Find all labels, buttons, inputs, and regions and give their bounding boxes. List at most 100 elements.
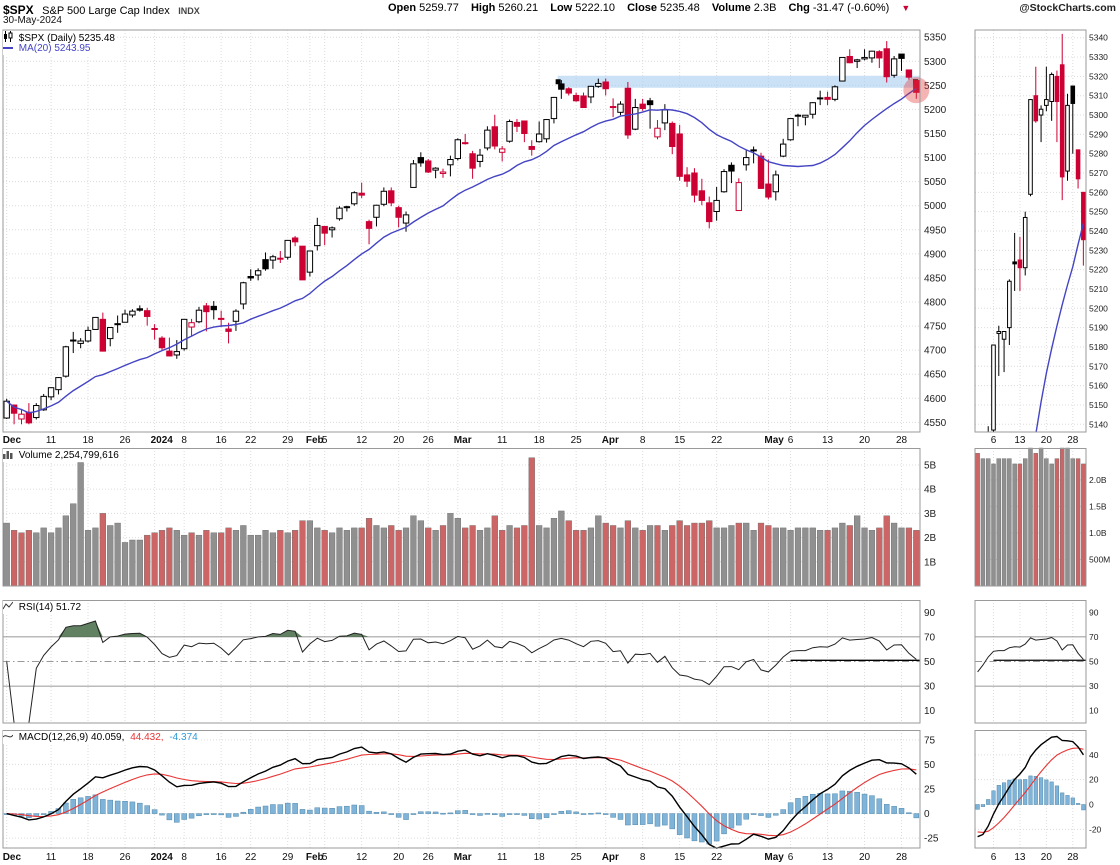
svg-text:5250: 5250 xyxy=(924,81,947,92)
svg-text:4750: 4750 xyxy=(924,322,947,333)
svg-text:20: 20 xyxy=(1041,435,1053,446)
svg-text:Feb: Feb xyxy=(306,435,324,446)
svg-text:Mar: Mar xyxy=(454,435,472,446)
rsi-overbought-fill xyxy=(3,621,920,637)
volume-legend-label: Volume 2,254,799,616 xyxy=(18,450,119,461)
svg-text:25: 25 xyxy=(571,852,583,863)
quote-open: Open 5259.77 xyxy=(388,2,459,14)
svg-text:13: 13 xyxy=(1014,852,1026,863)
price-legend: $SPX (Daily) 5235.48 xyxy=(3,31,117,45)
svg-text:22: 22 xyxy=(711,852,723,863)
svg-text:11: 11 xyxy=(497,852,508,863)
quote-low: Low 5222.10 xyxy=(550,2,615,14)
svg-text:5290: 5290 xyxy=(1089,129,1108,139)
svg-text:5B: 5B xyxy=(924,460,937,471)
rsi-panel-svg: 90 90 70 70 50 50 30 30 10 10 xyxy=(2,600,1099,724)
svg-text:5170: 5170 xyxy=(1089,361,1108,371)
svg-text:5: 5 xyxy=(322,435,328,446)
volume-legend: Volume 2,254,799,616 xyxy=(3,449,121,462)
down-arrow-icon: ▼ xyxy=(901,3,911,13)
price-legend-label: $SPX (Daily) 5235.48 xyxy=(18,33,115,44)
quote-change: Chg -31.47 (-0.60%) xyxy=(788,2,890,14)
macd-hist-value: -4.374 xyxy=(169,732,198,743)
volume-panel-svg: 5B 4B 3B 2B 1B 2.0B 1.5B 1.0B 500M xyxy=(2,447,1110,587)
svg-text:18: 18 xyxy=(534,435,546,446)
svg-text:4850: 4850 xyxy=(924,273,947,284)
volume-bars-icon xyxy=(3,449,13,462)
svg-text:6: 6 xyxy=(788,435,794,446)
svg-text:5190: 5190 xyxy=(1089,323,1108,333)
svg-text:5160: 5160 xyxy=(1089,381,1108,391)
svg-text:22: 22 xyxy=(245,852,257,863)
rsi-legend-label: RSI(14) 51.72 xyxy=(18,602,82,613)
rsi-zigzag-icon xyxy=(2,601,14,614)
quote-summary: Open 5259.77 High 5260.21 Low 5222.10 Close… xyxy=(388,2,910,14)
macd-signal-line xyxy=(6,752,917,837)
svg-text:26: 26 xyxy=(119,852,131,863)
svg-text:40: 40 xyxy=(1089,750,1099,760)
svg-text:25: 25 xyxy=(571,435,583,446)
svg-text:2024: 2024 xyxy=(151,852,174,863)
svg-text:Apr: Apr xyxy=(602,435,619,446)
svg-text:1B: 1B xyxy=(924,557,937,568)
ma-line-icon xyxy=(3,44,13,55)
svg-text:5200: 5200 xyxy=(1089,303,1108,313)
ma-legend-label: MA(20) 5243.95 xyxy=(18,43,91,54)
macd-line xyxy=(6,746,917,849)
chart-date: 30-May-2024 xyxy=(3,15,62,26)
svg-text:2.0B: 2.0B xyxy=(1089,475,1107,485)
macd-value: MACD(12,26,9) 40.059, xyxy=(18,732,125,743)
svg-text:1.5B: 1.5B xyxy=(1089,501,1107,511)
svg-text:16: 16 xyxy=(216,852,228,863)
svg-text:5: 5 xyxy=(322,852,328,863)
svg-text:5230: 5230 xyxy=(1089,245,1108,255)
macd-panel-svg: 75 50 25 0 -25 40 20 0 -20 Dec 11 18 26 2024 8 16 22 29 Fe… xyxy=(2,730,1102,863)
svg-text:20: 20 xyxy=(1041,852,1053,863)
svg-text:0: 0 xyxy=(1089,800,1094,810)
svg-text:12: 12 xyxy=(356,435,368,446)
svg-text:20: 20 xyxy=(1089,775,1099,785)
macd-line xyxy=(977,735,1084,838)
svg-text:Dec: Dec xyxy=(3,852,22,863)
ma-legend: MA(20) 5243.95 xyxy=(3,43,93,55)
svg-text:22: 22 xyxy=(245,435,257,446)
svg-text:5150: 5150 xyxy=(1089,400,1108,410)
svg-text:5330: 5330 xyxy=(1089,52,1108,62)
price-panel-svg: 5350 5300 5250 5200 5150 5100 5050 5000 4950 4900… xyxy=(2,29,1108,446)
svg-text:50: 50 xyxy=(924,657,936,668)
svg-text:-20: -20 xyxy=(1089,824,1102,834)
svg-text:5310: 5310 xyxy=(1089,91,1108,101)
quote-close: Close 5235.48 xyxy=(627,2,700,14)
ma20-line xyxy=(6,87,917,414)
svg-text:5300: 5300 xyxy=(1089,110,1108,120)
svg-text:8: 8 xyxy=(640,435,646,446)
svg-text:20: 20 xyxy=(393,852,405,863)
source-credit[interactable]: @StockCharts.com xyxy=(1019,2,1116,14)
macd-signal-line xyxy=(977,747,1084,833)
svg-text:30: 30 xyxy=(1089,681,1099,691)
svg-text:25: 25 xyxy=(924,785,936,796)
quote-high: High 5260.21 xyxy=(470,2,539,14)
svg-text:6: 6 xyxy=(991,852,997,863)
svg-text:5140: 5140 xyxy=(1089,419,1108,429)
svg-text:2B: 2B xyxy=(924,533,937,544)
rsi-line xyxy=(6,620,917,724)
svg-text:May: May xyxy=(764,435,784,446)
annotation-handle xyxy=(555,79,561,85)
svg-text:26: 26 xyxy=(423,435,435,446)
svg-text:5250: 5250 xyxy=(1089,207,1108,217)
svg-text:Feb: Feb xyxy=(306,852,324,863)
svg-text:5300: 5300 xyxy=(924,57,947,68)
svg-text:11: 11 xyxy=(497,435,508,446)
svg-text:15: 15 xyxy=(674,852,686,863)
svg-text:10: 10 xyxy=(1089,706,1099,716)
svg-text:5150: 5150 xyxy=(924,129,947,140)
svg-text:5260: 5260 xyxy=(1089,187,1108,197)
mini-price-inset xyxy=(987,33,1086,432)
svg-text:5280: 5280 xyxy=(1089,149,1108,159)
svg-text:5210: 5210 xyxy=(1089,284,1108,294)
svg-text:500M: 500M xyxy=(1089,554,1110,564)
svg-text:13: 13 xyxy=(822,435,834,446)
title-block: $SPX S&P 500 Large Cap Index INDX xyxy=(3,1,200,19)
